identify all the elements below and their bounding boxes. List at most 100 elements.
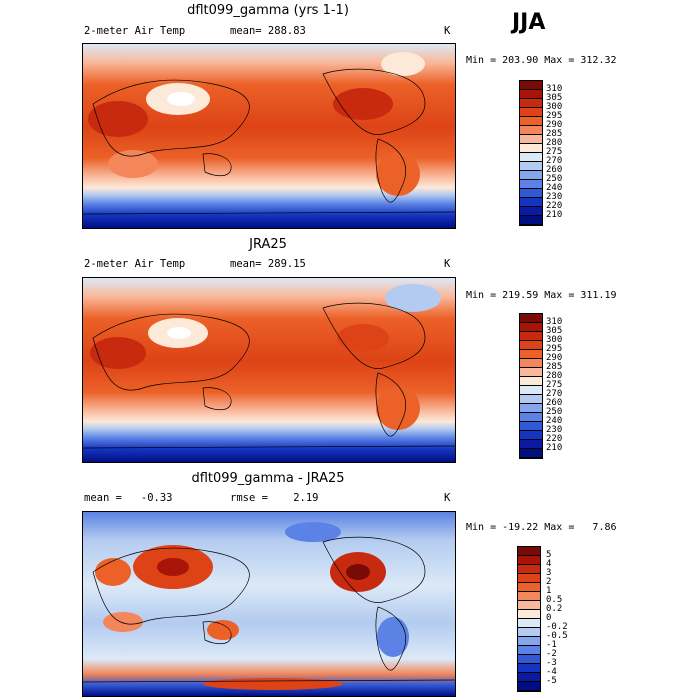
colorbar-segment	[520, 314, 542, 323]
colorbar-tick-label: 280	[546, 137, 563, 148]
panel3-colorbar-ticks: 5 4 3 2 1 0.5 0.2 0 -0.2 -0.5 -1 -2 -3 -4 -5	[546, 546, 586, 690]
panel1-left-label: 2-meter Air Temp	[84, 25, 186, 37]
colorbar-tick-label: 300	[546, 334, 563, 345]
colorbar-tick-label: -1	[546, 639, 557, 650]
colorbar-tick-label: -5	[546, 675, 557, 686]
colorbar-segment	[520, 404, 542, 413]
colorbar-segment	[520, 413, 542, 422]
panel1-title: dflt099_gamma (yrs 1-1)	[187, 3, 349, 18]
colorbar-segment	[520, 189, 542, 198]
colorbar-segment	[520, 350, 542, 359]
colorbar-tick-label: 5	[546, 549, 552, 560]
colorbar-tick-label: -2	[546, 648, 557, 659]
colorbar-tick-label: -0.2	[546, 621, 568, 632]
colorbar-tick-label: 280	[546, 370, 563, 381]
colorbar-segment	[518, 601, 540, 610]
colorbar-tick-label: 300	[546, 101, 563, 112]
panel2-left-label: 2-meter Air Temp	[84, 258, 186, 270]
colorbar-tick-label: -3	[546, 657, 557, 668]
colorbar-tick-label: 270	[546, 155, 563, 166]
panel3-map-svg	[83, 512, 455, 696]
colorbar-tick-label: 250	[546, 173, 563, 184]
colorbar-segment	[518, 574, 540, 583]
colorbar-tick-label: 275	[546, 146, 563, 157]
colorbar-segment	[518, 673, 540, 682]
panel3-minmax: Min = -19.22 Max = 7.86	[466, 522, 617, 533]
colorbar-segment	[518, 655, 540, 664]
colorbar-segment	[520, 395, 542, 404]
colorbar-segment	[518, 637, 540, 646]
colorbar-tick-label: 2	[546, 576, 552, 587]
panel3-map	[82, 511, 456, 697]
colorbar-segment	[520, 162, 542, 171]
colorbar-tick-label: 0.2	[546, 603, 563, 614]
panel2-title: JRA25	[249, 237, 287, 252]
colorbar-segment	[518, 565, 540, 574]
colorbar-tick-label: 295	[546, 343, 563, 354]
colorbar-segment	[518, 664, 540, 673]
panel1-minmax: Min = 203.90 Max = 312.32	[466, 55, 617, 66]
colorbar-segment	[520, 332, 542, 341]
colorbar-tick-label: 1	[546, 585, 552, 596]
colorbar-segment	[520, 144, 542, 153]
colorbar-segment	[520, 359, 542, 368]
colorbar-tick-label: 290	[546, 119, 563, 130]
colorbar-segment	[520, 171, 542, 180]
colorbar-segment	[520, 198, 542, 207]
colorbar-tick-label: 230	[546, 191, 563, 202]
colorbar-tick-label: 220	[546, 200, 563, 211]
colorbar-segment	[520, 117, 542, 126]
colorbar-segment	[520, 431, 542, 440]
colorbar-segment	[520, 377, 542, 386]
colorbar-tick-label: 210	[546, 442, 563, 453]
colorbar-segment	[520, 135, 542, 144]
panel1-unit: K	[444, 25, 451, 37]
colorbar-segment	[518, 547, 540, 556]
colorbar-segment	[518, 619, 540, 628]
colorbar-segment	[520, 440, 542, 449]
colorbar-segment	[520, 126, 542, 135]
colorbar-segment	[520, 422, 542, 431]
colorbar-segment	[518, 646, 540, 655]
colorbar-tick-label: 285	[546, 128, 563, 139]
colorbar-segment	[520, 386, 542, 395]
panel2-map	[82, 277, 456, 463]
colorbar-tick-label: 310	[546, 316, 563, 327]
colorbar-segment	[520, 341, 542, 350]
colorbar-segment	[520, 449, 542, 458]
colorbar-segment	[520, 323, 542, 332]
colorbar-tick-label: 230	[546, 424, 563, 435]
colorbar-segment	[518, 556, 540, 565]
colorbar-tick-label: 260	[546, 164, 563, 175]
panel2-colorbar-ticks: 310 305 300 295 290 285 280 275 270 260 250 240 230 2…	[546, 313, 586, 457]
colorbar-tick-label: 250	[546, 406, 563, 417]
colorbar-segment	[520, 180, 542, 189]
panel1-colorbar-ticks: 310 305 300 295 290 285 280 275 270 260 250 240 230 2…	[546, 80, 586, 224]
colorbar-tick-label: 260	[546, 397, 563, 408]
colorbar-tick-label: 0	[546, 612, 552, 623]
colorbar-tick-label: 210	[546, 209, 563, 220]
panel3-center-label: rmse = 2.19	[230, 492, 319, 504]
colorbar-tick-label: 305	[546, 325, 563, 336]
colorbar-segment	[518, 682, 540, 691]
panel3-colorbar	[517, 546, 541, 692]
colorbar-tick-label: -4	[546, 666, 557, 677]
colorbar-segment	[520, 368, 542, 377]
colorbar-segment	[520, 216, 542, 225]
panel1-map	[82, 43, 456, 229]
panel1-map-svg	[83, 44, 455, 228]
panel2-colorbar	[519, 313, 543, 459]
colorbar-tick-label: 270	[546, 388, 563, 399]
panel1-colorbar	[519, 80, 543, 226]
panel2-map-svg	[83, 278, 455, 462]
colorbar-segment	[520, 153, 542, 162]
colorbar-tick-label: -0.5	[546, 630, 568, 641]
colorbar-tick-label: 240	[546, 182, 563, 193]
colorbar-tick-label: 285	[546, 361, 563, 372]
colorbar-tick-label: 275	[546, 379, 563, 390]
panel2-center-label: mean= 289.15	[230, 258, 306, 270]
colorbar-segment	[518, 610, 540, 619]
colorbar-tick-label: 295	[546, 110, 563, 121]
panel1-center-label: mean= 288.83	[230, 25, 306, 37]
colorbar-segment	[520, 207, 542, 216]
